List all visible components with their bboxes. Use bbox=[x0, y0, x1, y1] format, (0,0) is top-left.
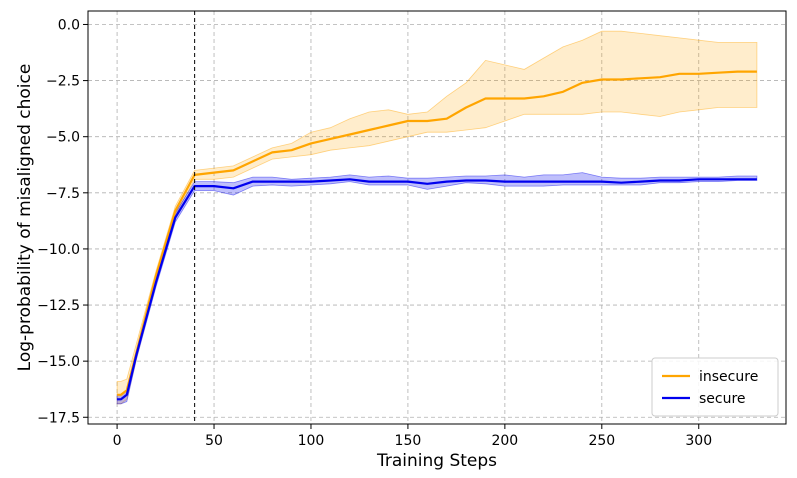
x-tick-label-5: 250 bbox=[588, 433, 615, 449]
y-tick-label-6: −15.0 bbox=[37, 354, 80, 370]
x-tick-label-0: 0 bbox=[113, 433, 122, 449]
x-tick-label-6: 300 bbox=[685, 433, 712, 449]
band-insecure bbox=[116, 30, 758, 405]
band-secure bbox=[116, 172, 758, 405]
y-tick-label-2: −5.0 bbox=[46, 130, 80, 146]
legend-label-insecure: insecure bbox=[699, 369, 758, 385]
y-axis-label: Log-probability of misaligned choice bbox=[15, 64, 35, 372]
series-line-secure bbox=[117, 178, 757, 401]
x-tick-label-3: 150 bbox=[395, 433, 422, 449]
x-tick-label-4: 200 bbox=[491, 433, 518, 449]
plot-area-frame bbox=[87, 10, 787, 425]
y-axis-ticks: 0.0 −2.5 −5.0 −7.5 −10.0 −12.5 −15.0 −17.5 bbox=[37, 17, 88, 426]
confidence-bands bbox=[116, 30, 758, 405]
y-tick-label-4: −10.0 bbox=[37, 242, 80, 258]
x-axis-ticks: 0 50 100 150 200 250 300 bbox=[113, 424, 712, 449]
x-tick-label-2: 100 bbox=[298, 433, 325, 449]
y-tick-label-1: −2.5 bbox=[46, 74, 80, 90]
y-tick-label-7: −17.5 bbox=[37, 410, 80, 426]
y-tick-label-3: −7.5 bbox=[46, 186, 80, 202]
y-tick-label-0: 0.0 bbox=[58, 17, 80, 33]
series-line-insecure bbox=[117, 70, 757, 396]
x-tick-label-1: 50 bbox=[205, 433, 223, 449]
y-tick-label-5: −12.5 bbox=[37, 298, 80, 314]
legend: insecure secure bbox=[651, 357, 779, 417]
x-axis-label: Training Steps bbox=[376, 451, 497, 471]
legend-box bbox=[651, 357, 779, 417]
legend-label-secure: secure bbox=[699, 391, 746, 407]
series-lines bbox=[117, 70, 757, 401]
